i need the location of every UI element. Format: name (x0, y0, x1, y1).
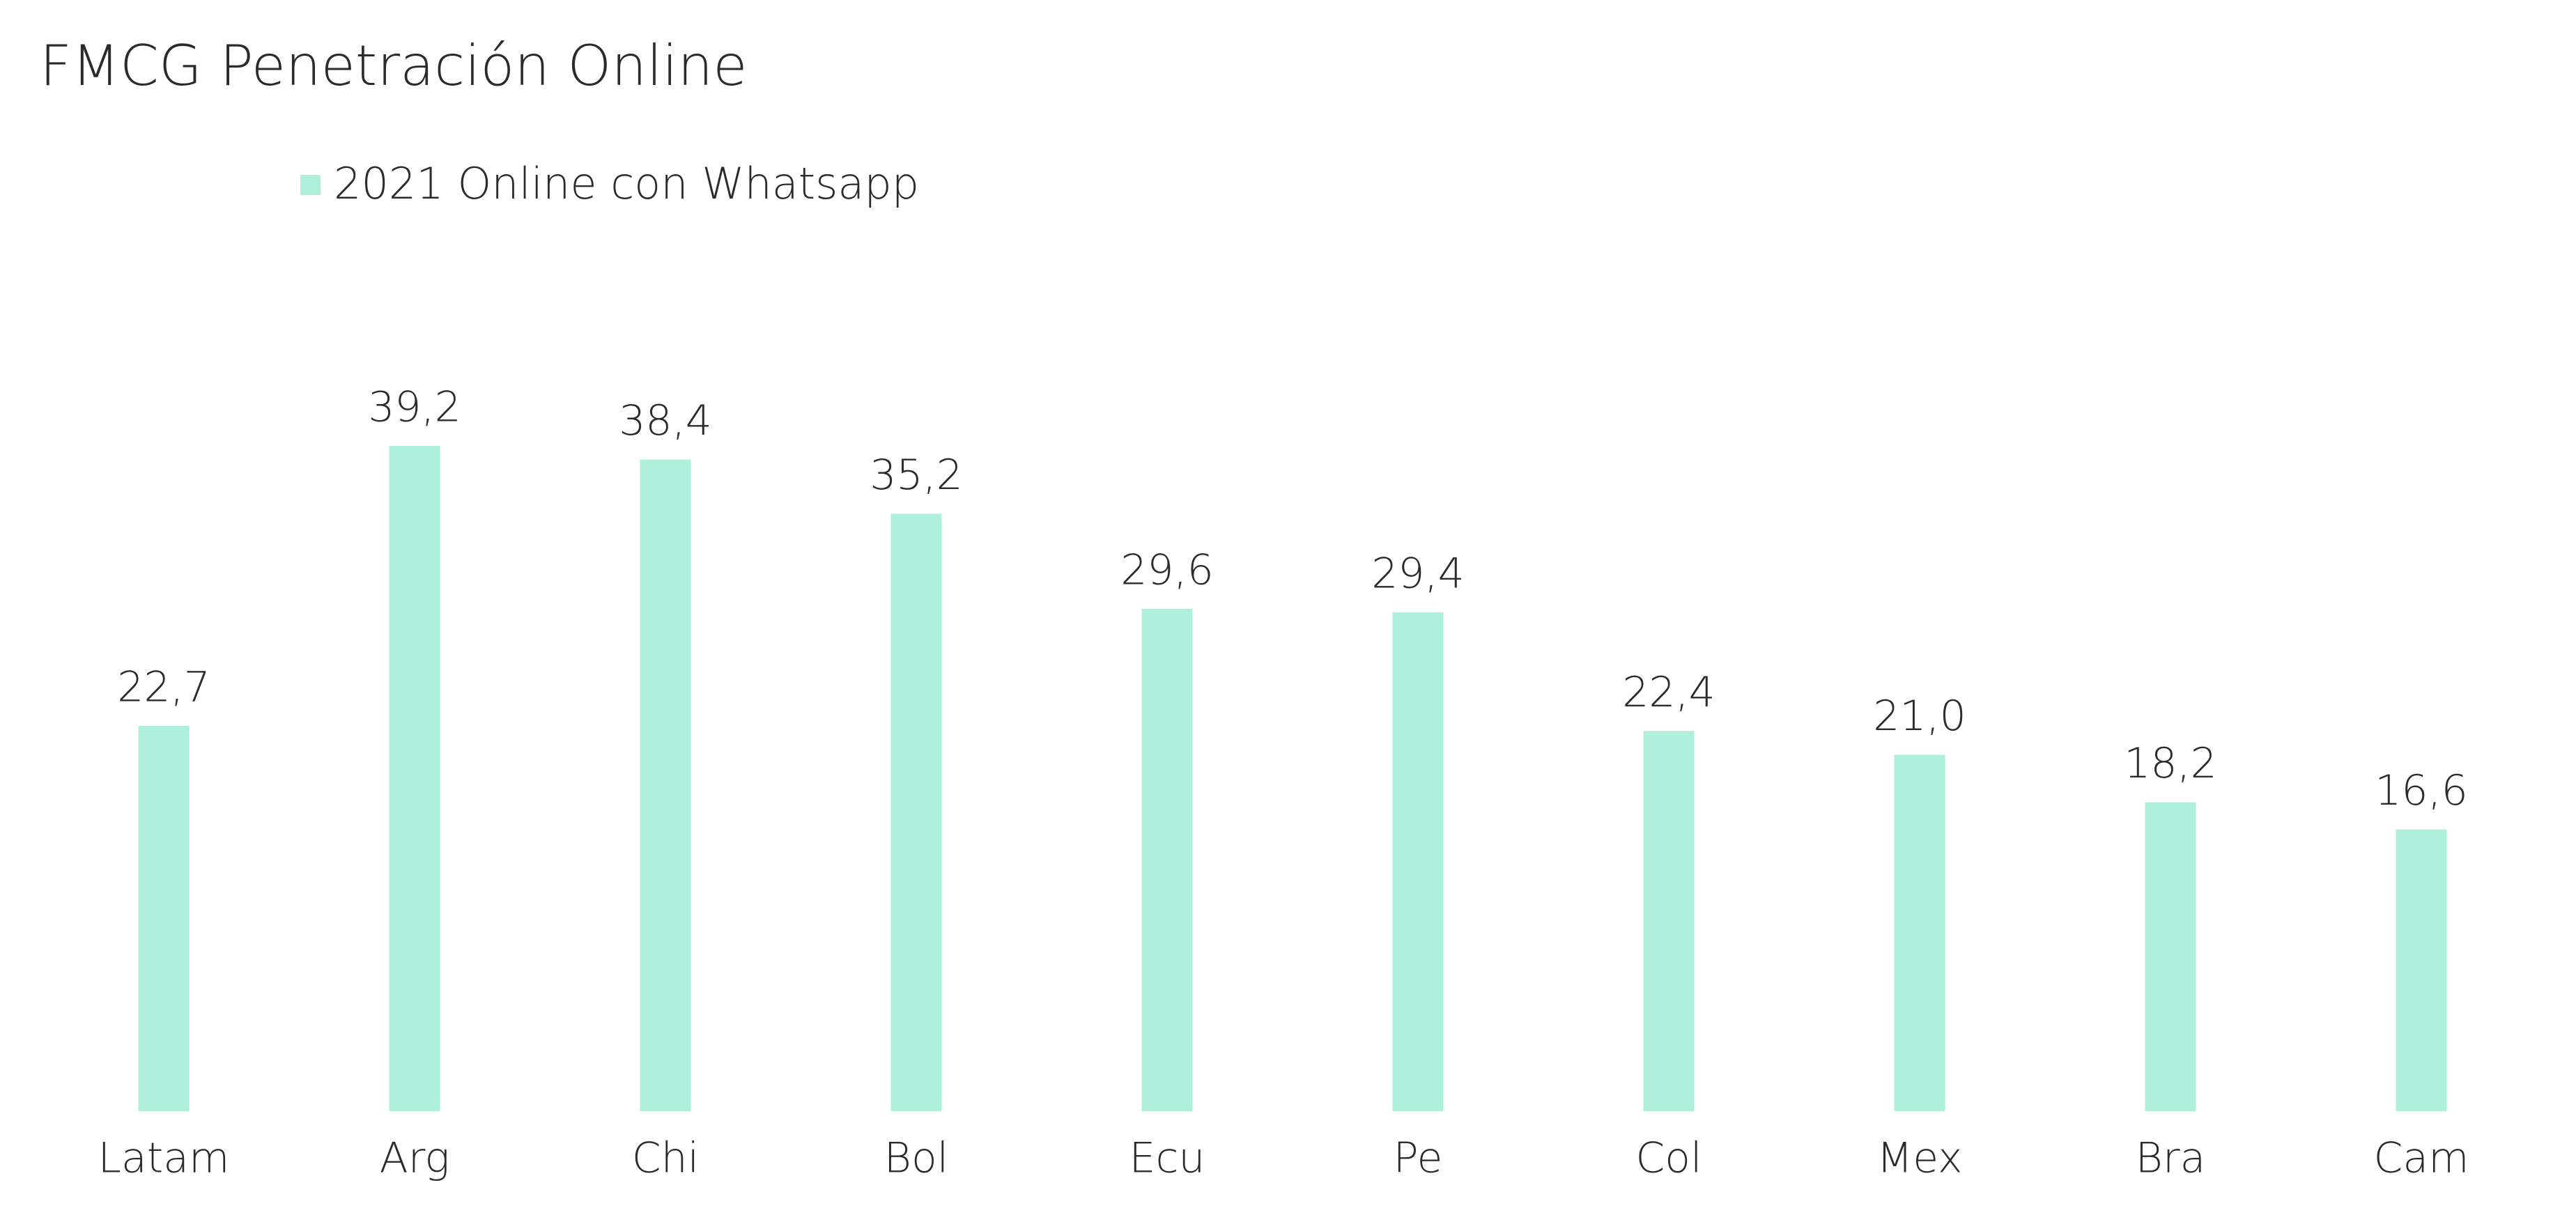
bar (890, 513, 942, 1111)
data-label: 18,2 (2124, 739, 2217, 788)
data-label: 38,4 (619, 396, 712, 445)
x-tick-label: Arg (380, 1134, 450, 1183)
x-tick-label: Bol (884, 1134, 949, 1183)
data-label: 22,4 (1622, 668, 1715, 717)
x-tick-label: Mex (1876, 1134, 1962, 1183)
data-label: 29,6 (1120, 545, 1214, 594)
data-label: 35,2 (870, 451, 963, 500)
data-label: 39,2 (368, 383, 461, 432)
data-label: 29,4 (1371, 549, 1465, 598)
bar (1392, 612, 1444, 1111)
chart-title: FMCG Penetración Online (40, 33, 747, 98)
x-tick-label: Chi (632, 1134, 700, 1183)
x-tick-label: Cam (2373, 1134, 2469, 1183)
x-tick-label: Pe (1394, 1134, 1443, 1183)
bar (640, 459, 691, 1111)
data-label: 22,7 (117, 663, 210, 711)
bar (2145, 802, 2196, 1111)
bar (138, 725, 190, 1111)
legend-label: 2021 Online con Whatsapp (334, 158, 919, 209)
bar (1643, 731, 1695, 1111)
bar (1894, 754, 1945, 1111)
data-label: 21,0 (1873, 692, 1966, 741)
legend-swatch (300, 175, 321, 195)
bar (389, 446, 440, 1111)
x-tick-label: Latam (98, 1134, 230, 1183)
bar (1141, 608, 1193, 1111)
x-tick-label: Bra (2136, 1134, 2206, 1183)
data-label: 16,6 (2375, 766, 2468, 815)
x-tick-label: Ecu (1129, 1134, 1205, 1183)
bar (2396, 829, 2447, 1111)
x-tick-label: Col (1635, 1134, 1702, 1183)
